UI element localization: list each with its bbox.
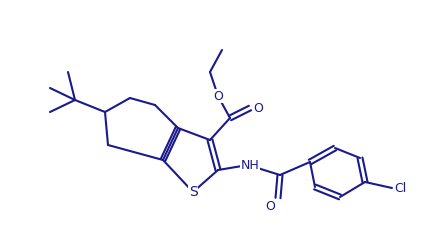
Text: O: O: [213, 89, 223, 103]
Text: O: O: [253, 102, 263, 115]
Text: NH: NH: [241, 159, 259, 172]
Text: S: S: [189, 185, 197, 199]
Text: O: O: [265, 199, 275, 212]
Text: Cl: Cl: [394, 182, 406, 194]
